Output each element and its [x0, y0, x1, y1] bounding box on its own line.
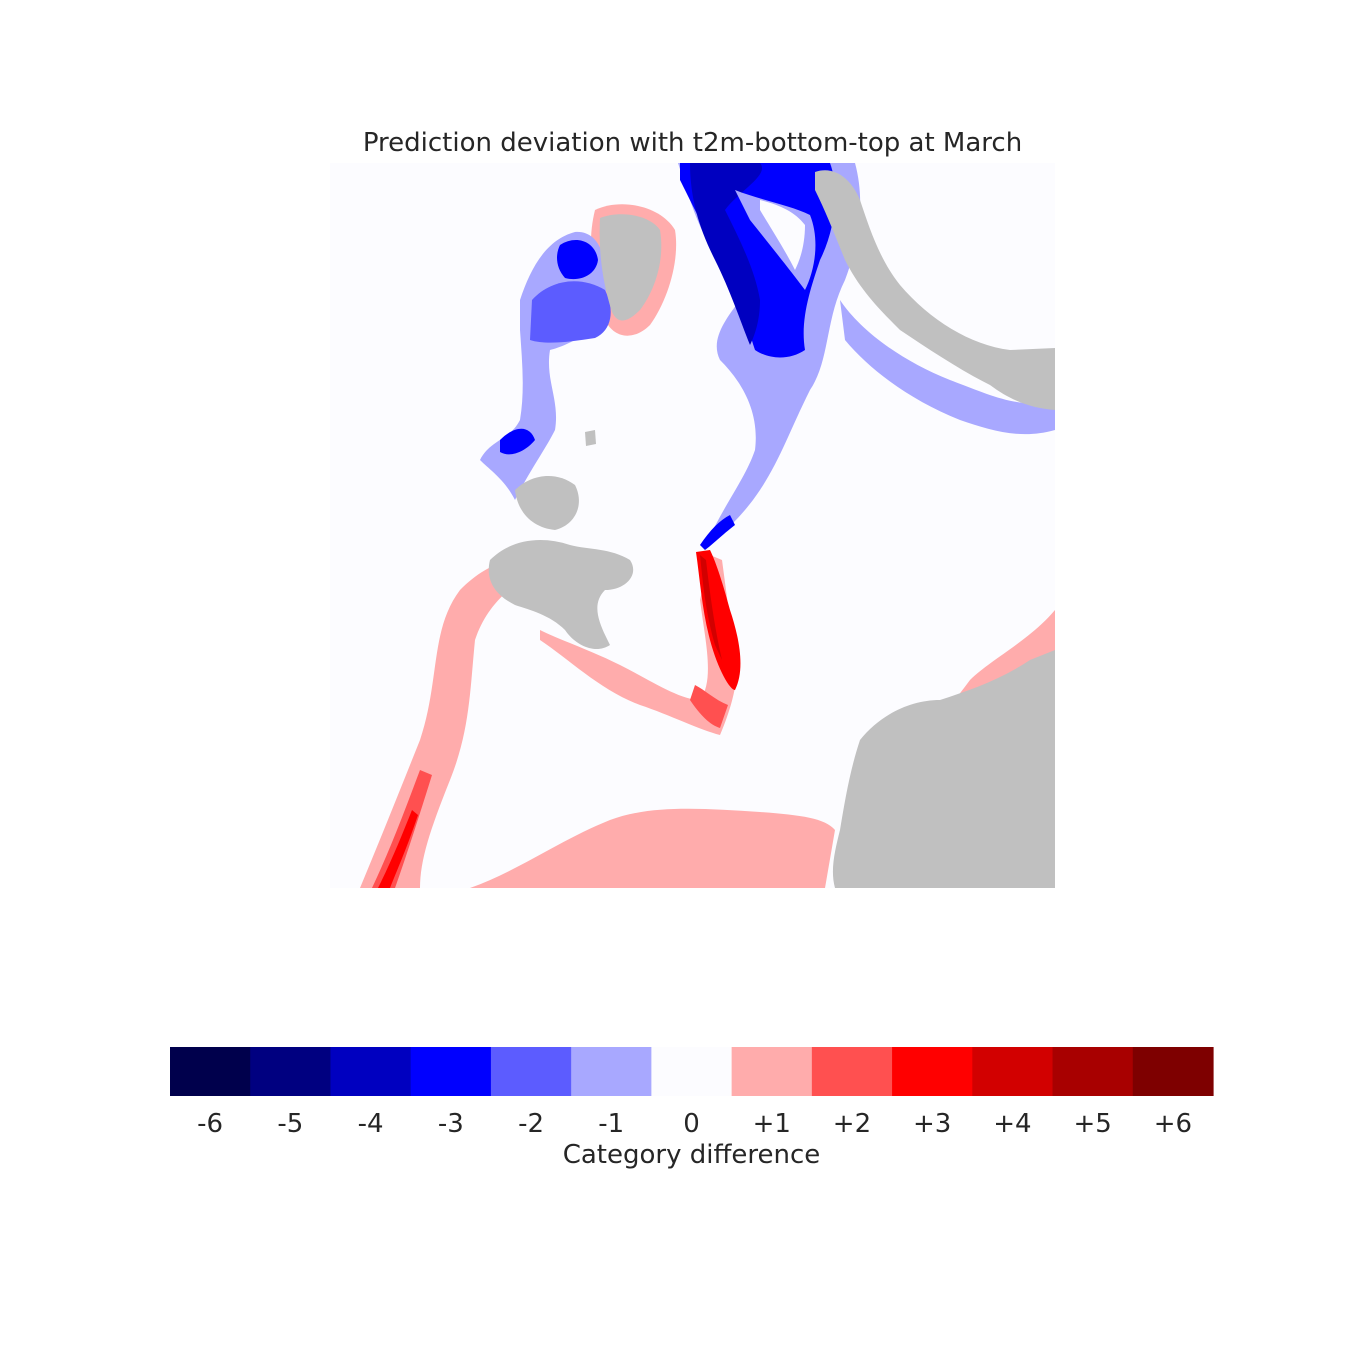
colorbar-swatch-3 — [892, 1047, 973, 1096]
colorbar-tick-label: +2 — [833, 1109, 871, 1139]
chart-title: Prediction deviation with t2m-bottom-top… — [362, 128, 1023, 158]
region-neg3-west-small — [500, 428, 535, 455]
colorbar-swatch-4 — [972, 1047, 1054, 1096]
colorbar-swatch-5 — [1052, 1047, 1134, 1096]
region-pos2-loop — [690, 685, 728, 728]
region-neg2-west — [530, 281, 611, 343]
region-pos1-left — [360, 560, 525, 888]
region-neg4-east — [690, 163, 762, 345]
colorbar-tick-label: -6 — [197, 1109, 223, 1139]
colorbar-tick-label: -5 — [277, 1109, 303, 1139]
land-north-island — [599, 214, 662, 321]
land-central-archipelago — [488, 540, 634, 650]
colorbar-swatch-1 — [731, 1047, 813, 1096]
region-pos1-right — [930, 610, 1055, 720]
region-pos3-left — [378, 810, 418, 888]
region-neg3-channel — [700, 515, 735, 550]
colorbar-tick-label: -4 — [358, 1109, 384, 1139]
colorbar-tick-label: +1 — [753, 1109, 791, 1139]
colorbar-tick-label: -1 — [598, 1109, 624, 1139]
colorbar-swatch-2 — [811, 1047, 893, 1096]
colorbar-tick-label: +4 — [993, 1109, 1031, 1139]
land-small-1 — [585, 430, 596, 446]
land-southeast — [832, 650, 1055, 888]
colorbar-tick-label: +5 — [1073, 1109, 1111, 1139]
colorbar-swatch-minus-3 — [410, 1047, 492, 1096]
region-zero-east-inner — [760, 200, 805, 270]
colorbar-label: Category difference — [562, 1140, 821, 1170]
region-pos1-south — [470, 808, 835, 888]
colorbar-swatch-minus-6 — [170, 1047, 251, 1096]
colorbar-tick-label: 0 — [683, 1109, 700, 1139]
colorbar-swatch-6 — [1132, 1047, 1214, 1096]
land-northeast — [815, 170, 1055, 410]
region-pos2-left — [372, 770, 432, 888]
colorbar-tick-label: +6 — [1154, 1109, 1192, 1139]
region-neg1-coast — [840, 300, 1055, 435]
land-central-island — [515, 475, 579, 530]
region-neg3-west — [557, 240, 598, 280]
region-pos4-channel — [700, 555, 722, 660]
colorbar-tick-label: +3 — [913, 1109, 951, 1139]
colorbar-swatch-minus-1 — [571, 1047, 652, 1096]
colorbar-swatch-minus-5 — [250, 1047, 332, 1096]
colorbar-swatch-minus-2 — [490, 1047, 572, 1096]
colorbar-tick-label: -2 — [518, 1109, 544, 1139]
colorbar-swatch-minus-4 — [330, 1047, 412, 1096]
colorbar-tick-label: -3 — [438, 1109, 464, 1139]
colorbar-swatch-0 — [651, 1047, 733, 1096]
